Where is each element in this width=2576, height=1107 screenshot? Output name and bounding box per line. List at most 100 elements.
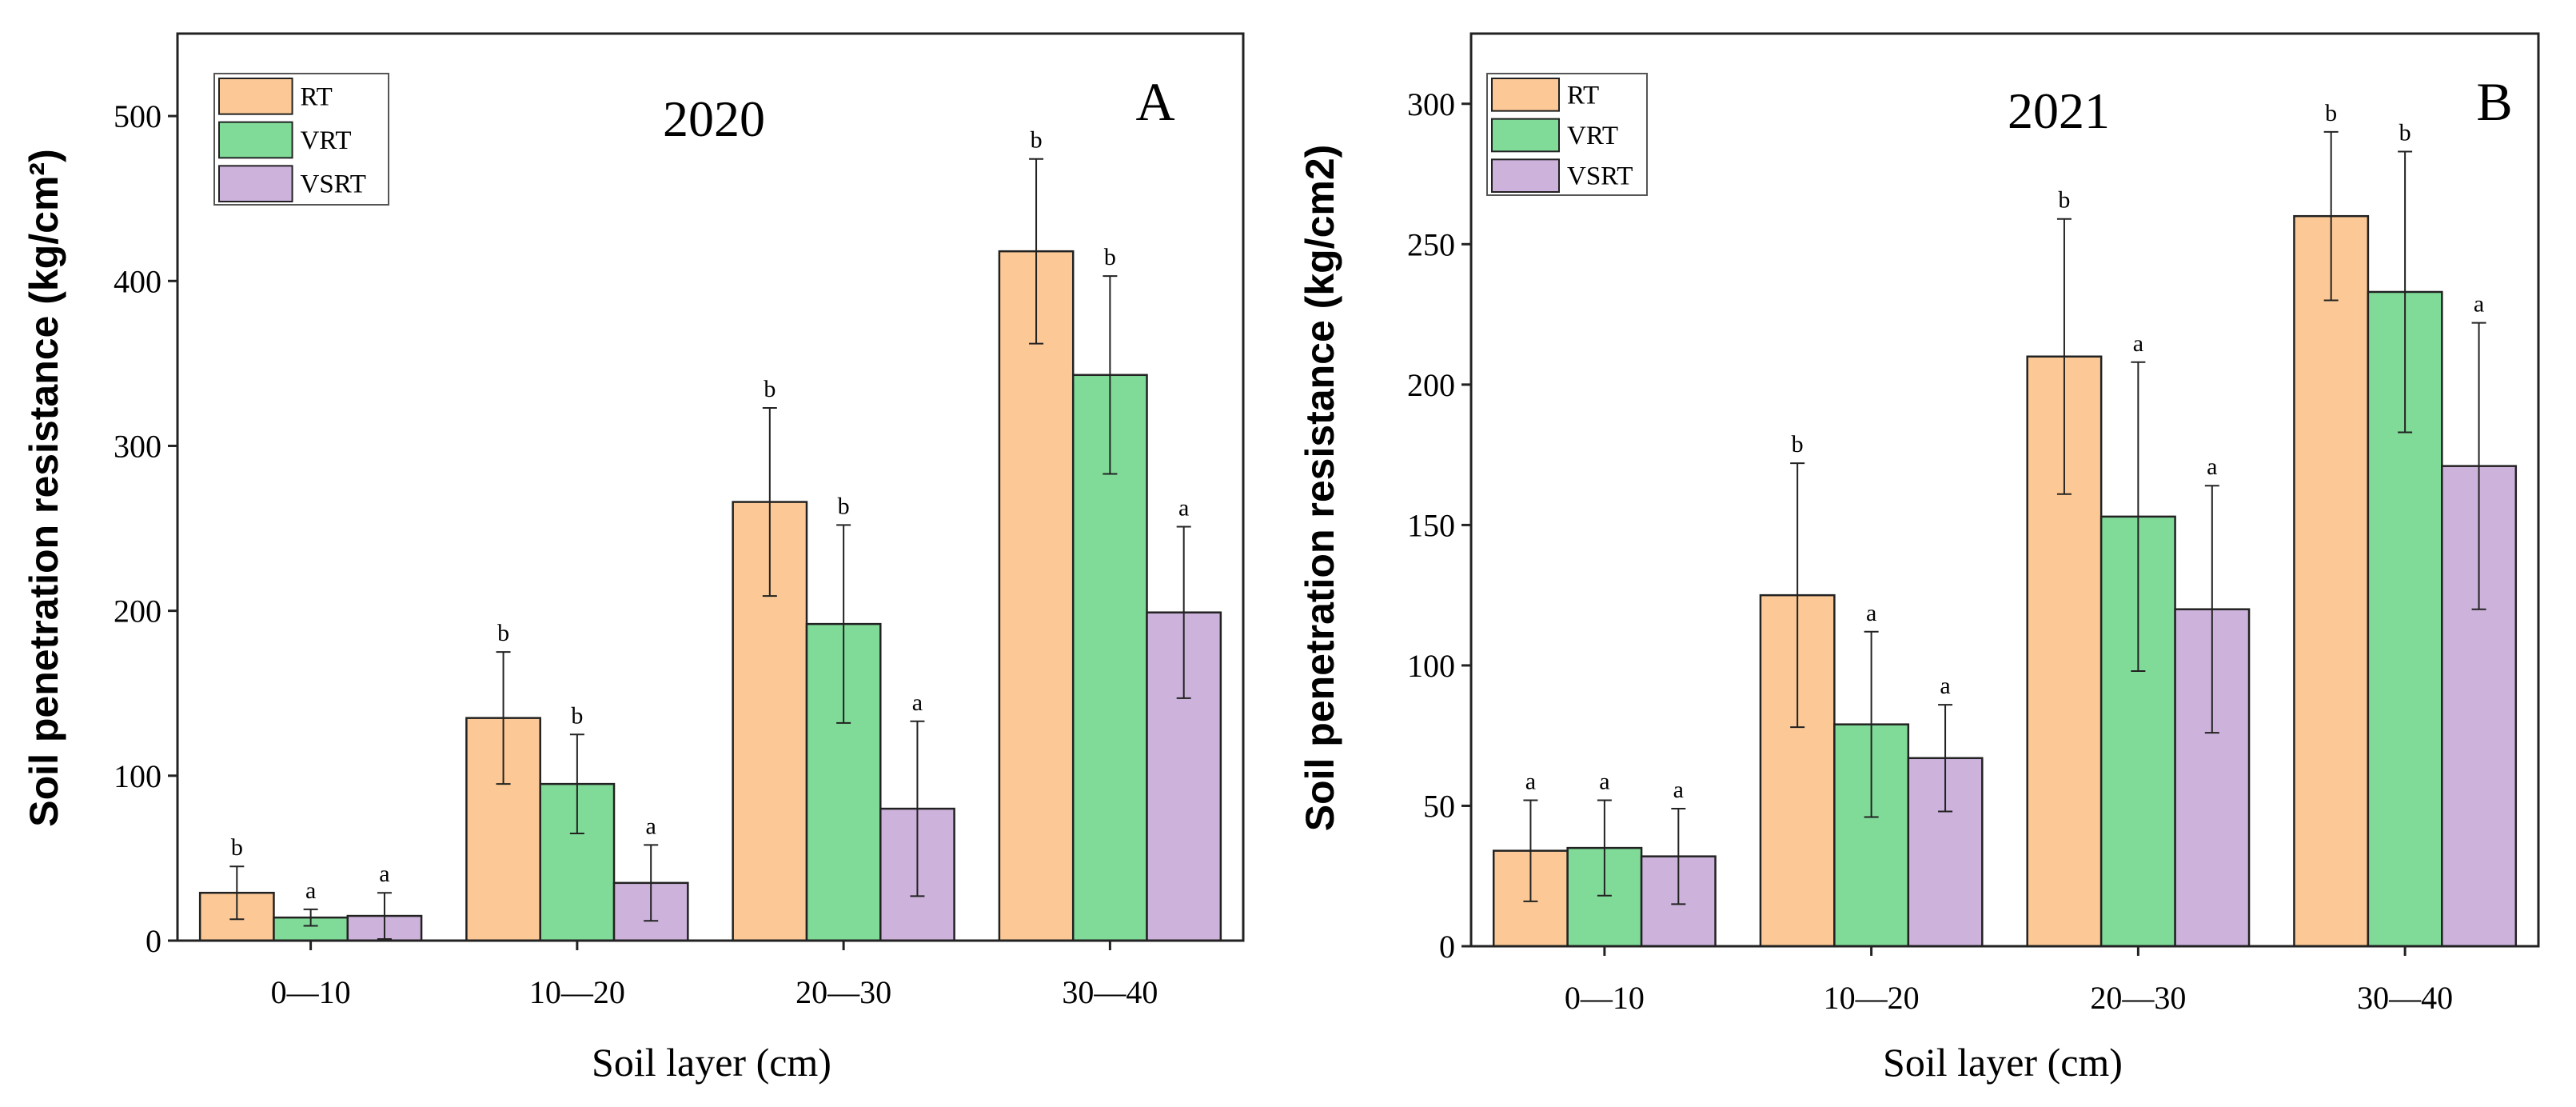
error-bar-vsrt-4 bbox=[1176, 526, 1191, 699]
panel-letter: B bbox=[2476, 71, 2512, 132]
significance-label: b bbox=[2399, 119, 2411, 146]
error-bar-rt-1 bbox=[229, 865, 245, 921]
error-bar-vrt-2 bbox=[1864, 630, 1879, 818]
legend: RT VRT VSRT bbox=[1486, 73, 1648, 196]
series-vsrt: a a a a bbox=[1640, 291, 2518, 948]
significance-label: b bbox=[1792, 431, 1804, 458]
y-tick-label: 100 bbox=[114, 758, 161, 794]
legend: RT VRT VSRT bbox=[213, 73, 389, 206]
significance-label: a bbox=[379, 861, 389, 887]
y-tick-label: 150 bbox=[1407, 507, 1455, 543]
significance-label: a bbox=[1673, 777, 1684, 803]
significance-label: a bbox=[646, 813, 656, 839]
panel-letter: A bbox=[1135, 71, 1174, 132]
y-axis: 0 100 200 300 400 500 bbox=[114, 98, 177, 959]
error-bar-vsrt-2 bbox=[644, 844, 659, 922]
legend-swatch-rt bbox=[218, 78, 293, 115]
y-tick-label: 200 bbox=[1407, 367, 1455, 403]
y-axis-title: Soil penetration resistance (kg/cm2) bbox=[1298, 145, 1342, 832]
error-bar-rt-4 bbox=[1029, 158, 1044, 345]
legend-swatch-vrt bbox=[1491, 118, 1560, 153]
significance-label: a bbox=[305, 877, 316, 904]
y-tick-label: 500 bbox=[114, 98, 161, 134]
significance-label: a bbox=[2133, 330, 2143, 357]
y-tick-label: 100 bbox=[1407, 648, 1455, 684]
x-tick-label: 0—10 bbox=[1565, 980, 1645, 1016]
legend-label-vsrt: VSRT bbox=[301, 170, 366, 199]
series-vrt: a b b b bbox=[273, 244, 1148, 942]
significance-label: b bbox=[2325, 100, 2337, 126]
significance-label: b bbox=[1031, 127, 1043, 154]
x-axis: 0—10 10—20 20—30 30—40 bbox=[1565, 946, 2453, 1016]
bar-rt-4 bbox=[998, 250, 1075, 942]
series-vrt: a a a b bbox=[1566, 119, 2443, 948]
significance-label: b bbox=[497, 620, 509, 646]
significance-label: a bbox=[2474, 291, 2484, 318]
x-tick-label: 30—40 bbox=[1062, 974, 1158, 1010]
error-bar-vrt-1 bbox=[303, 908, 318, 927]
series-rt: a b b b bbox=[1492, 100, 2370, 948]
significance-label: b bbox=[838, 493, 850, 519]
significance-label: b bbox=[231, 834, 243, 861]
plot-frame bbox=[176, 32, 1245, 942]
x-tick-label: 20—30 bbox=[2090, 980, 2186, 1016]
y-tick-label: 250 bbox=[1407, 226, 1455, 262]
legend-label-vsrt: VSRT bbox=[1567, 162, 1633, 191]
y-tick-label: 400 bbox=[114, 263, 161, 299]
error-bar-vrt-4 bbox=[1103, 275, 1118, 475]
error-bar-vsrt-3 bbox=[2204, 485, 2219, 734]
error-bar-vsrt-1 bbox=[1671, 807, 1686, 905]
error-bar-vrt-2 bbox=[569, 733, 584, 834]
y-tick-label: 50 bbox=[1423, 788, 1455, 824]
error-bar-rt-1 bbox=[1523, 799, 1538, 902]
error-bar-vrt-3 bbox=[836, 524, 851, 724]
x-tick-label: 10—20 bbox=[1824, 980, 1920, 1016]
bar-rt-4 bbox=[2293, 214, 2370, 948]
y-axis-title: Soil penetration resistance (kg/cm²) bbox=[22, 149, 66, 826]
y-tick-label: 200 bbox=[114, 593, 161, 629]
error-bar-vrt-4 bbox=[2398, 150, 2413, 434]
error-bar-rt-3 bbox=[2056, 218, 2072, 495]
legend-swatch-vsrt bbox=[218, 165, 293, 202]
significance-label: b bbox=[1104, 244, 1116, 270]
significance-label: a bbox=[1178, 494, 1189, 521]
significance-label: b bbox=[2058, 187, 2070, 214]
y-tick-label: 0 bbox=[146, 923, 161, 959]
plot-frame bbox=[1469, 32, 2540, 948]
significance-label: a bbox=[1940, 673, 1950, 699]
legend-label-vrt: VRT bbox=[1567, 122, 1618, 150]
significance-label: a bbox=[1599, 768, 1609, 794]
chart-title: 2021 bbox=[2008, 82, 2110, 139]
x-tick-label: 10—20 bbox=[529, 974, 625, 1010]
significance-label: a bbox=[912, 689, 923, 716]
x-axis: 0—10 10—20 20—30 30—40 bbox=[271, 941, 1158, 1010]
error-bar-rt-2 bbox=[1790, 462, 1805, 729]
error-bar-rt-2 bbox=[496, 651, 511, 785]
legend-swatch-vsrt bbox=[1491, 158, 1560, 193]
y-tick-label: 300 bbox=[114, 428, 161, 464]
legend-label-rt: RT bbox=[1567, 81, 1599, 110]
error-bar-vsrt-4 bbox=[2471, 322, 2486, 610]
x-axis-title: Soil layer (cm) bbox=[592, 1040, 831, 1085]
significance-label: a bbox=[2207, 454, 2217, 480]
significance-label: a bbox=[1525, 768, 1536, 794]
x-tick-label: 0—10 bbox=[271, 974, 351, 1010]
x-tick-label: 20—30 bbox=[796, 974, 891, 1010]
y-axis: 0 50 100 150 200 250 300 bbox=[1407, 86, 1471, 965]
error-bar-vsrt-2 bbox=[1938, 704, 1953, 813]
x-tick-label: 30—40 bbox=[2357, 980, 2453, 1016]
chart-title: 2020 bbox=[663, 90, 765, 147]
error-bar-vsrt-3 bbox=[910, 720, 925, 897]
error-bar-vsrt-1 bbox=[377, 892, 392, 940]
x-axis-title: Soil layer (cm) bbox=[1883, 1040, 2123, 1085]
legend-label-vrt: VRT bbox=[301, 126, 352, 155]
chart-panel-b: a b b b a a a b a a a a 0 50 100 150 200 250 300 0—10 10—20 2… bbox=[1298, 32, 2540, 1085]
significance-label: b bbox=[571, 702, 583, 729]
y-tick-label: 0 bbox=[1439, 929, 1455, 965]
legend-swatch-rt bbox=[1491, 78, 1560, 112]
chart-panel-a: b b b b a b b b a a a a 0 100 200 300 400 500 0—10 10—20 20—… bbox=[22, 32, 1245, 1085]
error-bar-vrt-3 bbox=[2131, 361, 2146, 672]
error-bar-vrt-1 bbox=[1597, 799, 1612, 897]
legend-swatch-vrt bbox=[218, 121, 293, 159]
